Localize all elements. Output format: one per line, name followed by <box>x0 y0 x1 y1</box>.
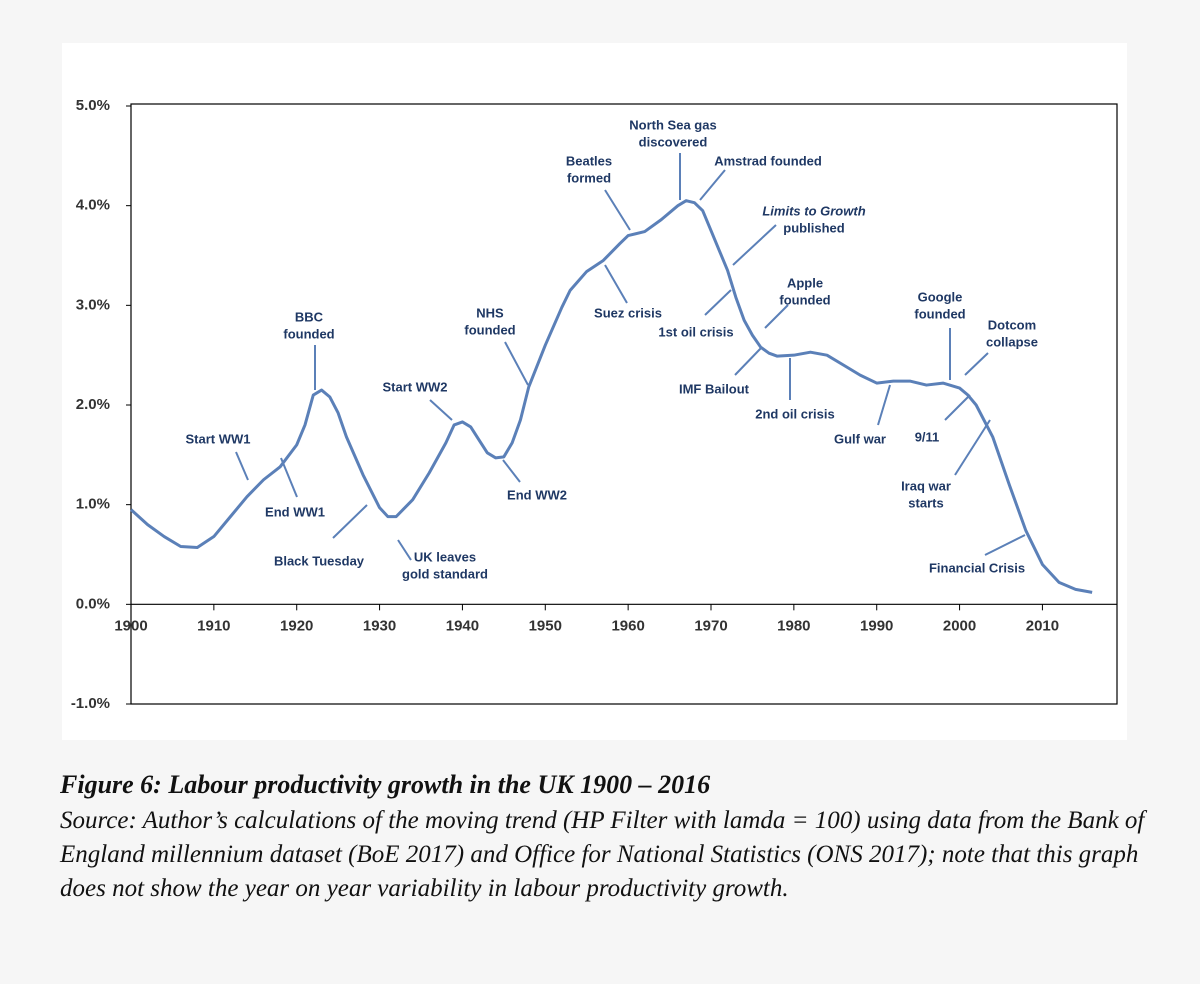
annotation: North Sea gas <box>629 117 716 132</box>
annotation-leader <box>734 346 763 376</box>
x-tick-label: 1950 <box>529 617 562 634</box>
annotation: IMF Bailout <box>679 381 750 396</box>
annotation: Suez crisis <box>594 305 662 320</box>
annotation: BBC <box>295 309 324 324</box>
annotation: Start WW2 <box>383 379 448 394</box>
y-tick-label: 2.0% <box>76 396 110 413</box>
annotation: published <box>783 220 844 235</box>
annotation-leader <box>235 451 249 481</box>
x-tick-label: 1970 <box>694 617 727 634</box>
annotation: Apple <box>787 275 823 290</box>
x-tick-label: 2000 <box>943 617 976 634</box>
y-tick-label: 3.0% <box>76 296 110 313</box>
x-tick-label: 1910 <box>197 617 230 634</box>
x-tick-label: 1900 <box>114 617 147 634</box>
annotation: Dotcom <box>988 317 1036 332</box>
annotation: Limits to Growth <box>762 203 865 218</box>
annotation-leader <box>954 419 991 476</box>
caption: Figure 6: Labour productivity growth in … <box>60 770 1145 906</box>
annotation: Iraq war <box>901 478 951 493</box>
x-tick-label: 1930 <box>363 617 396 634</box>
annotation: NHS <box>476 305 504 320</box>
annotation: 2nd oil crisis <box>755 406 834 421</box>
annotation: Black Tuesday <box>274 553 365 568</box>
annotation: Amstrad founded <box>714 153 822 168</box>
annotation-leader <box>397 539 412 561</box>
annotation-leader <box>604 189 631 231</box>
annotation: collapse <box>986 334 1038 349</box>
annotation: Gulf war <box>834 431 886 446</box>
annotation-leader <box>604 264 628 304</box>
annotation-leader <box>704 289 732 316</box>
annotation: founded <box>914 306 965 321</box>
x-tick-label: 1920 <box>280 617 313 634</box>
annotation-leader <box>504 341 529 386</box>
x-tick-label: 1940 <box>446 617 479 634</box>
annotation: gold standard <box>402 566 488 581</box>
chart-panel <box>62 43 1127 740</box>
y-tick-label: 0.0% <box>76 595 110 612</box>
annotation: founded <box>464 322 515 337</box>
annotation-leader <box>732 224 777 266</box>
plot-frame <box>130 103 1118 705</box>
annotation: Financial Crisis <box>929 560 1025 575</box>
x-tick-label: 1980 <box>777 617 810 634</box>
y-tick-label: -1.0% <box>71 695 110 712</box>
line <box>129 199 1093 594</box>
annotation-leader <box>964 352 989 376</box>
annotation: Beatles <box>566 153 612 168</box>
annotation-leader <box>429 399 453 421</box>
x-tick-label: 2010 <box>1026 617 1059 634</box>
caption-source: Source: Author’s calculations of the mov… <box>60 807 1145 902</box>
annotation-leader <box>332 504 368 539</box>
annotation-leader <box>764 304 789 329</box>
caption-title: Figure 6: Labour productivity growth in … <box>60 770 711 799</box>
annotation-leader <box>877 384 891 426</box>
annotation: founded <box>283 326 334 341</box>
annotation: 1st oil crisis <box>658 324 733 339</box>
annotation: Google <box>918 289 963 304</box>
x-tick-label: 1960 <box>611 617 644 634</box>
annotation-leader <box>502 459 521 483</box>
y-tick-label: 4.0% <box>76 197 110 214</box>
annotation-leader <box>944 394 971 421</box>
y-tick-label: 5.0% <box>76 97 110 114</box>
annotation: Start WW1 <box>186 431 251 446</box>
annotation: formed <box>567 170 611 185</box>
annotation-leader <box>280 457 298 498</box>
y-tick-label: 1.0% <box>76 496 110 513</box>
annotation: 9/11 <box>915 429 940 444</box>
annotation: founded <box>779 292 830 307</box>
annotation: End WW1 <box>265 504 325 519</box>
annotation: discovered <box>639 134 708 149</box>
x-tick-label: 1990 <box>860 617 893 634</box>
annotation-leader <box>984 534 1026 556</box>
chart: -1.0% 0.0% 1.0% 2.0% 3.0% 4.0% 5.0% 1900 1910 192… <box>62 43 1127 740</box>
annotation: starts <box>908 495 943 510</box>
annotation: End WW2 <box>507 487 567 502</box>
annotation-leader <box>699 169 726 201</box>
annotation: UK leaves <box>414 549 476 564</box>
